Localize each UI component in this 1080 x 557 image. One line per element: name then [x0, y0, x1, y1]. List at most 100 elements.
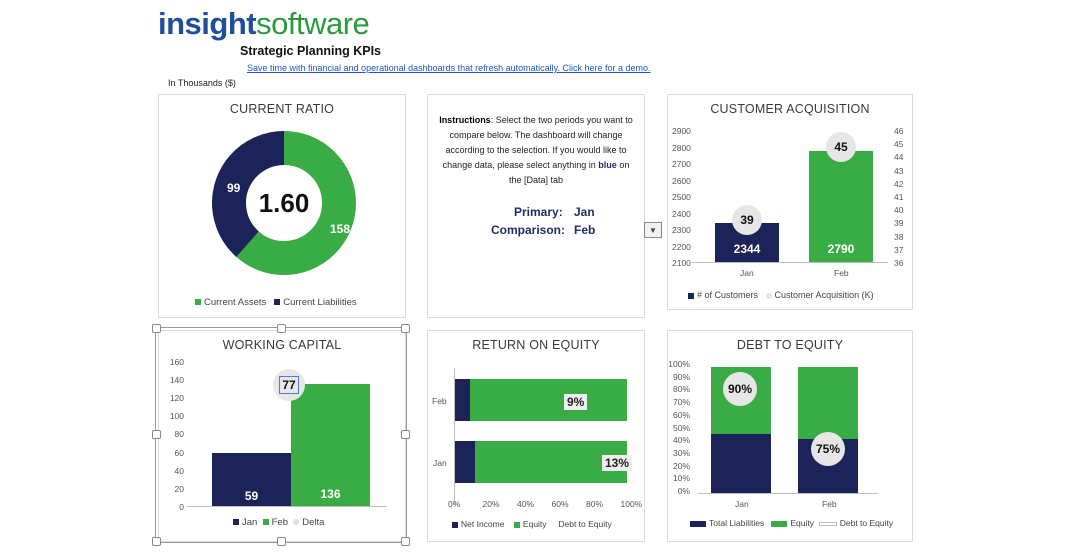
dte-legend-liabilities: Total Liabilities	[709, 518, 765, 528]
dte-ytick-0: 100%	[668, 359, 690, 369]
wc-bar-label-feb: 136	[320, 487, 341, 501]
instr-line4a: change data, please select anything in	[442, 160, 599, 170]
ca-ytick-right-2: 44	[894, 152, 904, 163]
resize-handle-mr[interactable]	[401, 430, 410, 439]
logo-part2: software	[256, 6, 370, 41]
dte-ytick-5: 50%	[672, 422, 690, 433]
current-ratio-legend: Current Assets Current Liabilities	[195, 297, 357, 308]
dte-ytick-6: 40%	[672, 435, 690, 446]
ca-ytick-right-9: 37	[894, 244, 904, 255]
liabilities-swatch-dte	[690, 520, 706, 527]
resize-handle-tm[interactable]	[277, 324, 286, 333]
wc-legend-delta: Delta	[302, 517, 325, 528]
instr-line3: according to the selection. If you would…	[445, 145, 627, 155]
ca-ytick-left-5: 2400	[672, 208, 691, 219]
ca-bubble-jan: 39	[732, 205, 762, 235]
dte-ytick-4: 60%	[672, 409, 690, 420]
ca-ytick-right-6: 40	[894, 205, 904, 216]
legend-assets: Current Assets	[204, 297, 267, 308]
wc-ytick-6: 40	[174, 465, 184, 476]
ca-bar-label-feb: 2790	[827, 242, 855, 256]
wc-ytick-2: 120	[169, 393, 184, 404]
wc-legend-jan: Jan	[242, 517, 258, 528]
wc-ytick-7: 20	[174, 483, 184, 494]
roe-label-feb: 9%	[564, 394, 588, 410]
roe-axis-line	[454, 369, 455, 504]
ca-ytick-right-7: 39	[894, 218, 904, 229]
jan-swatch	[233, 519, 239, 526]
dte-ytick-3: 70%	[672, 397, 690, 408]
resize-handle-br[interactable]	[401, 537, 410, 546]
wc-axis-line	[187, 506, 387, 507]
roe-ytick-jan: Jan	[433, 458, 447, 468]
resize-handle-bl[interactable]	[152, 537, 161, 546]
roe-legend-dte: Debt to Equity	[558, 519, 612, 529]
demo-link[interactable]: Save time with financial and operational…	[247, 63, 651, 73]
dte-legend-equity: Equity	[790, 518, 814, 528]
wc-delta-bubble[interactable]: 77	[273, 369, 305, 401]
feb-swatch	[262, 519, 269, 526]
wc-ytick-1: 140	[169, 375, 184, 386]
ca-ytick-right-5: 41	[894, 192, 904, 202]
resize-handle-bm[interactable]	[277, 537, 286, 546]
ca-ytick-left-2: 2700	[672, 159, 691, 169]
debt-to-equity-panel[interactable]: DEBT TO EQUITY 100% 90% 80% 70% 60% 50% 40% 30%…	[667, 330, 913, 542]
roe-xtick-5: 100%	[620, 499, 643, 509]
dte-ytick-9: 10%	[672, 473, 690, 484]
customers-swatch	[688, 292, 694, 299]
ca-ytick-right-8: 38	[894, 231, 904, 242]
ca-ytick-left-7: 2200	[672, 241, 691, 252]
wc-ytick-4: 80	[174, 429, 184, 440]
instructions-panel: Instructions: Select the two periods you…	[427, 94, 662, 318]
roe-xtick-1: 20%	[482, 499, 500, 509]
liabilities-label: 99	[227, 181, 241, 195]
ca-ytick-left-1: 2800	[672, 142, 691, 153]
dte-bubble-jan: 90%	[723, 372, 757, 406]
working-capital-title: WORKING CAPITAL	[222, 338, 342, 352]
comparison-value[interactable]: Feb	[574, 223, 596, 237]
ca-xtick-jan: Jan	[740, 268, 754, 278]
roe-xtick-0: 0%	[448, 499, 461, 509]
delta-swatch	[293, 519, 300, 526]
instr-line2: compare below. The dashboard will change	[449, 130, 623, 140]
comparison-label: Comparison:	[491, 223, 566, 237]
roe-legend-equity: Equity	[522, 519, 547, 529]
ca-ytick-left-8: 2100	[672, 258, 691, 268]
roe-xtick-3: 60%	[551, 499, 569, 509]
resize-handle-ml[interactable]	[152, 430, 161, 439]
roe-xtick-4: 80%	[586, 499, 604, 509]
instr-line4-blue: blue	[598, 160, 617, 170]
dte-ytick-10: 0%	[677, 486, 690, 496]
customer-acquisition-title: CUSTOMER ACQUISITION	[710, 102, 870, 116]
dte-liabilities-jan	[711, 434, 771, 493]
roe-legend: Net Income Equity Debt to Equity	[452, 519, 612, 529]
roe-equity-feb	[470, 379, 627, 421]
dte-xtick-feb: Feb	[822, 499, 837, 509]
dte-ytick-2: 80%	[672, 384, 690, 395]
page-title: Strategic Planning KPIs	[240, 44, 382, 58]
current-ratio-panel[interactable]: CURRENT RATIO 1.60 99 158 Current Assets…	[158, 94, 406, 318]
instr-line5: the [Data] tab	[508, 175, 564, 185]
ca-ytick-right-4: 42	[894, 178, 904, 189]
legend-acq: Customer Acquisition (K)	[774, 290, 874, 300]
instr-line1: : Select the two periods you want to	[490, 115, 633, 125]
assets-label: 158	[330, 222, 351, 236]
triangle-down-icon: ▼	[649, 225, 657, 235]
wc-bar-label-jan: 59	[244, 489, 259, 503]
dte-axis-line	[698, 493, 878, 494]
roe-xtick-2: 40%	[517, 499, 535, 509]
roe-netincome-jan	[455, 441, 475, 483]
dte-equity-feb	[798, 367, 858, 439]
dte-ytick-7: 30%	[672, 447, 690, 458]
ca-ytick-right-0: 46	[894, 126, 904, 136]
customer-acquisition-panel[interactable]: CUSTOMER ACQUISITION 2900 2800 2700 2600 250…	[667, 94, 913, 310]
current-ratio-title: CURRENT RATIO	[229, 102, 335, 116]
period-dropdown-button[interactable]: ▼	[644, 222, 662, 238]
wc-legend-feb: Feb	[271, 517, 288, 528]
primary-value[interactable]: Jan	[574, 205, 595, 219]
dte-ytick-8: 20%	[672, 460, 690, 471]
resize-handle-tr[interactable]	[401, 324, 410, 333]
working-capital-panel[interactable]: WORKING CAPITAL 160 140 120 100 80 60 40 20 0 59…	[158, 330, 406, 542]
return-on-equity-panel[interactable]: RETURN ON EQUITY 9% 13% Feb Jan 0% 20% 40%…	[427, 330, 645, 542]
resize-handle-tl[interactable]	[152, 324, 161, 333]
